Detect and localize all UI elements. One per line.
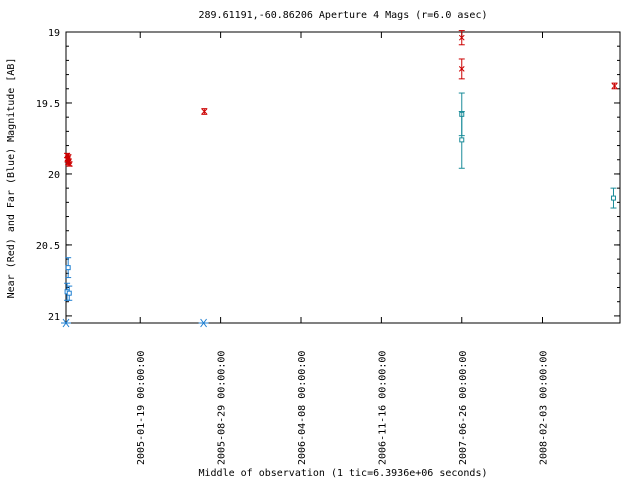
x-tick-label: 2006-11-16 00:00:00 [377,351,388,465]
y-tick-label: 21 [48,312,60,323]
data-point [65,257,72,279]
marker [65,265,71,271]
x-axis-label: Middle of observation (1 tic=6.3936e+06 … [199,468,488,479]
marker [458,66,465,72]
marker [201,108,208,115]
data-point [611,82,618,90]
chart-title: 289.61191,-60.86206 Aperture 4 Mags (r=6… [199,10,488,21]
marker [458,34,465,41]
x-tick-label: 2008-02-03 00:00:00 [539,351,550,465]
data-point [201,108,208,115]
marker [610,195,616,201]
data-point [61,318,71,328]
data-point [198,318,209,328]
x-axis: 2005-01-19 00:00:00 2005-08-29 00:00:00 20… [136,32,550,465]
marker [611,83,618,89]
marker [66,158,72,165]
y-tick-label: 20 [48,170,60,181]
marker [62,318,70,328]
data-point [66,161,73,167]
x-tick-label: 2005-08-29 00:00:00 [217,351,228,465]
marker [66,161,73,167]
data-point [458,30,465,46]
marker [66,290,72,296]
data-point [66,285,73,301]
y-tick-label: 19.5 [36,99,60,110]
x-tick-label: 2005-01-19 00:00:00 [136,351,147,465]
marker [200,318,207,328]
data-point [458,110,465,169]
y-axis: 19 19.5 20 20.5 21 [36,28,620,323]
data-points [61,30,618,328]
data-point [458,58,465,80]
data-point [610,187,617,209]
y-tick-label: 19 [48,28,60,39]
marker [459,137,465,143]
y-tick-label: 20.5 [36,241,60,252]
x-tick-label: 2006-04-08 00:00:00 [297,351,308,465]
y-axis-label: Near (Red) and Far (Blue) Magnitude [AB] [6,58,17,299]
plot-area [65,31,621,324]
x-tick-label: 2007-06-26 00:00:00 [458,351,469,465]
